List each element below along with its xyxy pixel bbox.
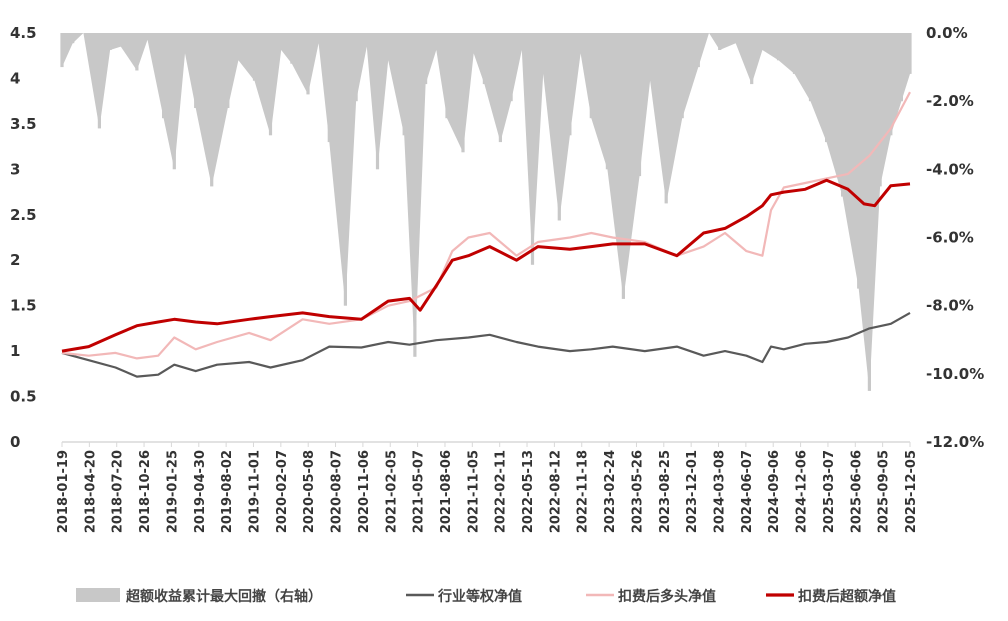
- industry-nav-line: [61, 311, 911, 378]
- y-left-tick-label: 0: [10, 433, 20, 451]
- x-tick-label: 2023-12-01: [685, 450, 700, 533]
- drawdown-area: [62, 33, 910, 391]
- x-tick-label: 2019-08-02: [220, 450, 235, 533]
- x-tick-label: 2024-09-06: [767, 450, 782, 533]
- x-tick-label: 2021-11-05: [466, 450, 481, 533]
- x-tick-label: 2018-10-26: [138, 450, 153, 533]
- line-layer: [61, 91, 911, 378]
- y-left-tick-layer: 4.5 4 3.5 3 2.5 2 1.5 1 0.5 0: [10, 24, 37, 451]
- x-tick-label: 2022-05-13: [521, 450, 536, 533]
- y-left-tick-label: 2.5: [10, 206, 37, 224]
- x-tick-label: 2025-09-05: [877, 450, 892, 533]
- y-left-tick-label: 3.5: [10, 115, 37, 133]
- x-tick-label: 2023-08-25: [658, 450, 673, 533]
- x-tick-label: 2020-02-07: [275, 450, 290, 533]
- x-tick-label: 2023-02-24: [603, 450, 618, 533]
- y-right-tick-layer: 0.0% -2.0% -4.0% -6.0% -8.0% -10.0% -12.0%: [926, 24, 984, 451]
- x-tick-label: 2022-11-18: [576, 450, 591, 533]
- x-tick-label: 2018-04-20: [83, 450, 98, 533]
- x-tick-label: 2024-03-08: [713, 450, 728, 533]
- y-left-tick-label: 2: [10, 251, 20, 269]
- y-right-tick-label: -2.0%: [926, 92, 974, 110]
- x-tick-label: 2019-01-25: [165, 450, 180, 533]
- x-tick-label: 2021-08-06: [439, 450, 454, 533]
- y-right-tick-label: -6.0%: [926, 229, 974, 247]
- legend-swatch-drawdown: [76, 588, 120, 602]
- legend-label-industry: 行业等权净值: [437, 588, 522, 605]
- y-left-tick-label: 4: [10, 69, 20, 87]
- legend-label-excess: 扣费后超额净值: [798, 588, 896, 605]
- y-right-tick-label: 0.0%: [926, 24, 968, 42]
- legend: 超额收益累计最大回撤（右轴） 行业等权净值 扣费后多头净值 扣费后超额净值: [76, 588, 896, 605]
- long-nav-line: [61, 91, 911, 360]
- y-left-tick-label: 1.5: [10, 297, 37, 315]
- x-tick-label: 2018-01-19: [56, 450, 71, 533]
- x-tick-label: 2022-02-11: [494, 450, 509, 533]
- x-tick-label: 2020-11-06: [357, 450, 372, 533]
- y-right-tick-label: -10.0%: [926, 365, 984, 383]
- x-tick-label: 2022-08-12: [548, 450, 563, 533]
- y-left-tick-label: 4.5: [10, 24, 37, 42]
- x-tick-label: 2020-05-08: [302, 450, 317, 533]
- x-tick-label: 2025-12-05: [904, 450, 919, 533]
- legend-label-drawdown: 超额收益累计最大回撤（右轴）: [125, 588, 322, 605]
- x-tick-label: 2025-06-06: [849, 450, 864, 533]
- drawdown-area-layer: [60, 33, 912, 391]
- excess-nav-line: [61, 178, 911, 353]
- axis-layer: [61, 441, 911, 447]
- y-left-tick-label: 1: [10, 342, 20, 360]
- x-tick-label: 2024-06-07: [740, 450, 755, 533]
- x-tick-label: 2019-04-30: [193, 450, 208, 533]
- x-tick-label: 2024-12-06: [795, 450, 810, 533]
- x-tick-label: 2018-07-20: [111, 450, 126, 533]
- x-tick-label: 2023-05-26: [631, 450, 646, 533]
- y-left-tick-label: 0.5: [10, 388, 37, 406]
- y-right-tick-label: -4.0%: [926, 160, 974, 178]
- x-tick-label: 2020-08-07: [330, 450, 345, 533]
- x-tick-layer: 2018-01-19 2018-04-20 2018-07-20 2018-10-26…: [56, 450, 919, 533]
- y-left-tick-label: 3: [10, 160, 20, 178]
- y-right-tick-label: -8.0%: [926, 297, 974, 315]
- x-tick-label: 2025-03-07: [822, 450, 837, 533]
- x-tick-label: 2021-02-05: [384, 450, 399, 533]
- x-tick-label: 2021-05-07: [412, 450, 427, 533]
- y-right-tick-label: -12.0%: [926, 433, 984, 451]
- legend-label-long: 扣费后多头净值: [618, 588, 716, 605]
- x-tick-label: 2019-11-01: [248, 450, 263, 533]
